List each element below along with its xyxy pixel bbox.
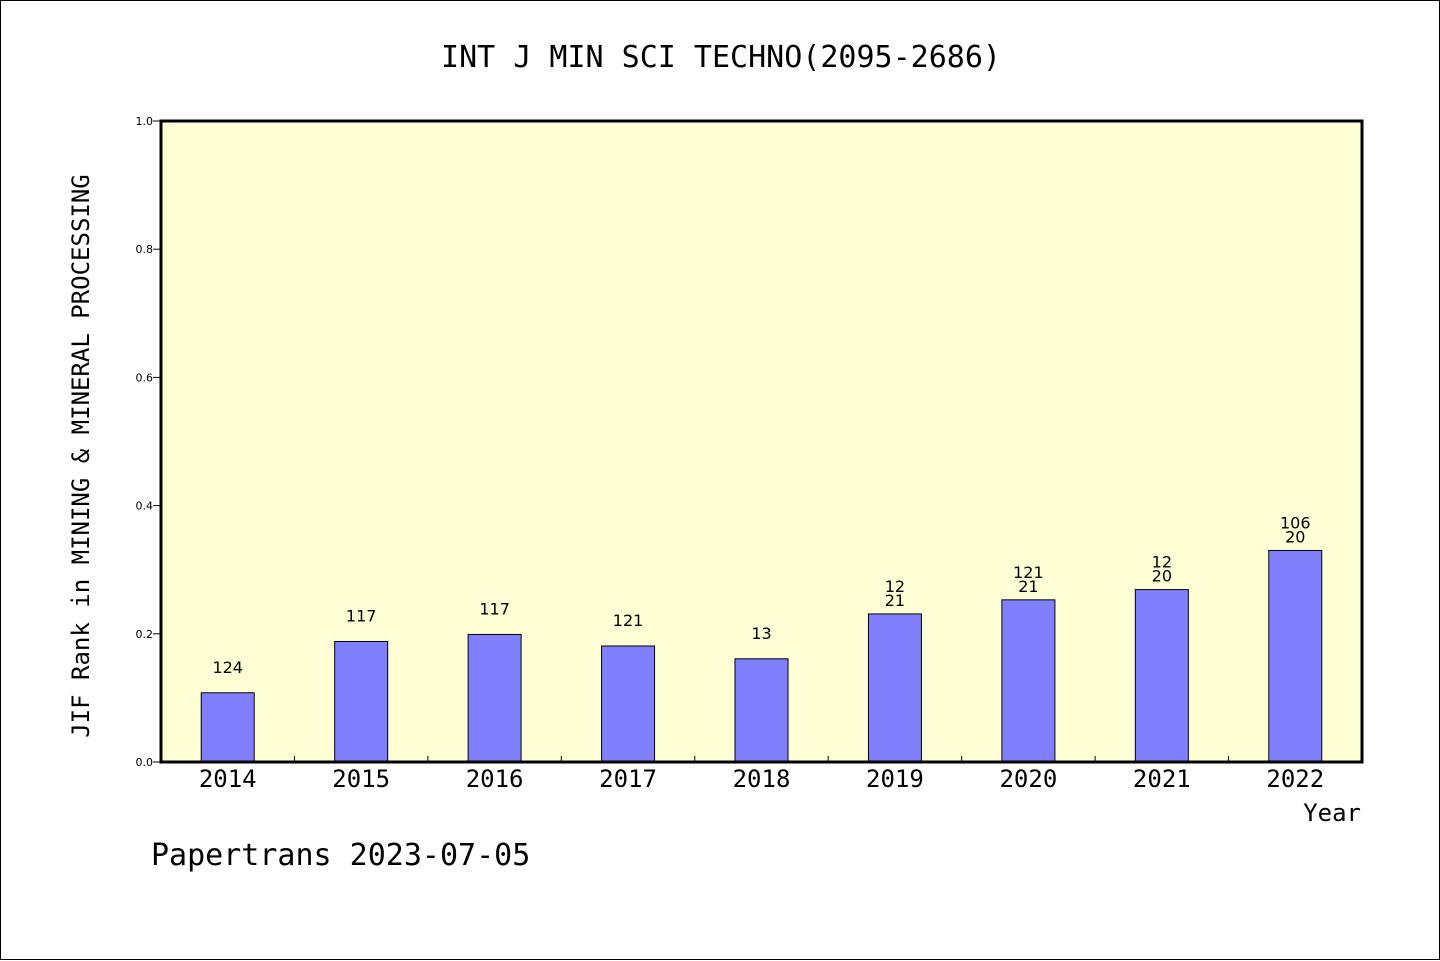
bars-group [200, 549, 1323, 763]
y-tick-label: 0.2 [136, 628, 154, 641]
x-tick-label: 2014 [199, 765, 257, 793]
x-tick-label: 2017 [599, 765, 657, 793]
bar-2018 [734, 658, 789, 763]
x-axis-label: Year [1303, 799, 1361, 827]
x-tick-label: 2022 [1266, 765, 1324, 793]
bar-data-label: 121 [1013, 563, 1044, 582]
y-tick-label: 0.8 [136, 243, 154, 256]
bar-data-label: 21 [1018, 577, 1038, 596]
bar-data-label: 124 [212, 658, 243, 677]
x-axis: 2014 2015 2016 2017 2018 2019 2020 2021 2022 [199, 756, 1324, 793]
bar-data-label: 106 [1280, 513, 1311, 532]
y-axis-label: JIF Rank in MINING & MINERAL PROCESSING [67, 174, 95, 738]
y-tick-label: 0.6 [136, 371, 154, 384]
bar-2016 [467, 633, 522, 763]
bar-2019 [867, 613, 922, 763]
x-tick-label: 2016 [466, 765, 524, 793]
bar-2022 [1268, 549, 1323, 763]
bar-data-label: 13 [751, 624, 771, 643]
bar-2020 [1001, 599, 1056, 763]
x-tick-label: 2021 [1133, 765, 1191, 793]
bar-2021 [1134, 589, 1189, 763]
bar-data-label: 20 [1152, 567, 1172, 586]
x-tick-label: 2015 [332, 765, 390, 793]
y-tick-label: 0.0 [136, 756, 154, 769]
bar-data-label: 21 [885, 591, 905, 610]
bar-data-label: 12 [1152, 553, 1172, 572]
plot-border [159, 119, 1364, 764]
chart-title: INT J MIN SCI TECHNO(2095-2686) [441, 40, 1001, 75]
bar-data-label: 12 [885, 577, 905, 596]
bar-data-label: 121 [613, 611, 644, 630]
y-tick-label: 0.4 [136, 500, 154, 513]
x-tick-label: 2019 [866, 765, 924, 793]
bar-2017 [601, 645, 656, 763]
footer-text: Papertrans 2023-07-05 [151, 838, 530, 873]
bar-2015 [334, 640, 389, 763]
x-tick-label: 2018 [733, 765, 791, 793]
x-tick-label: 2020 [999, 765, 1057, 793]
bar-data-label: 117 [479, 599, 510, 618]
bar-data-label: 117 [346, 606, 377, 625]
bar-2014 [200, 692, 255, 763]
bar-data-label: 20 [1285, 527, 1305, 546]
y-tick-label: 1.0 [136, 115, 154, 128]
y-axis: 0.0 0.2 0.4 0.6 0.8 1.0 [136, 115, 161, 769]
